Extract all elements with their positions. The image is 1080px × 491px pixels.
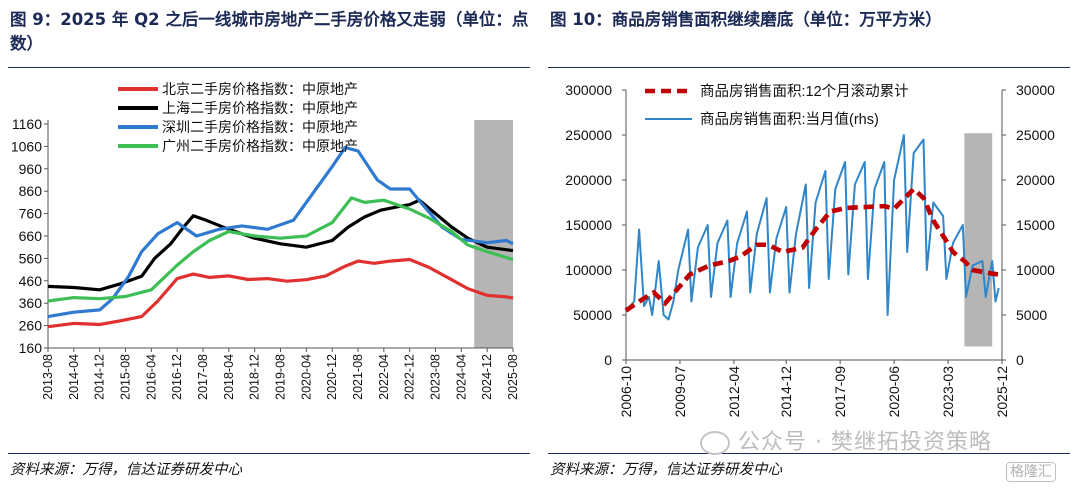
watermark: 公众号 · 樊继拓投资策略	[700, 424, 992, 456]
y-right-tick-label: 5000	[1016, 307, 1047, 323]
left-top-rule	[8, 67, 530, 68]
shaded-region	[474, 120, 513, 348]
y-right-tick-label: 20000	[1016, 172, 1055, 188]
y-right-tick-label: 10000	[1016, 262, 1055, 278]
x-tick-label: 2023-03	[940, 366, 956, 418]
legend-label-guangzhou: 广州二手房价格指数：中原地产	[162, 138, 358, 154]
watermark-text: 公众号 · 樊继拓投资策略	[738, 430, 992, 455]
x-tick-label: 2022-04	[377, 354, 391, 400]
left-line-chart: 160 260 360 460 560 660 760 860 960 1060 1160 2013-…	[11, 81, 520, 400]
y-left-tick-label: 100000	[565, 262, 612, 278]
x-tick-label: 2015-08	[119, 354, 133, 400]
wechat-icon	[700, 431, 730, 455]
series-line-guangzhou	[47, 196, 514, 303]
x-tick-label: 2023-08	[429, 354, 443, 400]
y-tick-label: 960	[19, 161, 43, 177]
series-line-shenzhen	[47, 145, 514, 319]
y-left-tick-label: 150000	[565, 217, 612, 233]
x-tick-label: 2020-04	[299, 354, 313, 400]
y-left-tick-label: 250000	[565, 127, 612, 143]
right-source-note: 资料来源：万得，信达证券研发中心	[550, 462, 782, 478]
y-left-tick-label: 200000	[565, 172, 612, 188]
left-chart-panel: 图 9：2025 年 Q2 之后一线城市房地产二手房价格又走弱（单位：点数） 1…	[8, 10, 530, 478]
x-tick-label: 2014-12	[93, 354, 107, 400]
x-tick-label: 2018-12	[248, 354, 262, 400]
x-tick-label: 2024-12	[480, 354, 494, 400]
y-right-tick-label: 25000	[1016, 127, 1055, 143]
x-tick-label: 2021-08	[351, 354, 365, 400]
right-top-rule	[548, 67, 1070, 68]
x-tick-label: 2018-04	[222, 354, 236, 400]
y-left-tick-label: 50000	[573, 307, 612, 323]
brand-logo-text: 格隆汇	[1010, 464, 1052, 480]
y-tick-label: 360	[19, 295, 43, 311]
legend-label-monthly: 商品房销售面积:当月值(rhs)	[700, 111, 879, 128]
right-bottom-rule	[548, 453, 1070, 454]
x-tick-label: 2022-12	[403, 354, 417, 400]
x-tick-label: 2013-08	[41, 354, 55, 400]
left-chart-title: 图 9：2025 年 Q2 之后一线城市房地产二手房价格又走弱（单位：点数）	[10, 10, 529, 53]
x-tick-label: 2025-12	[994, 366, 1010, 418]
brand-logo: 格隆汇	[1006, 462, 1056, 482]
y-left-tick-label: 300000	[565, 82, 612, 98]
y-tick-label: 460	[19, 273, 43, 289]
y-tick-label: 760	[19, 206, 43, 222]
x-tick-label: 2014-04	[67, 354, 81, 400]
y-tick-label: 660	[19, 228, 43, 244]
legend-label-shenzhen: 深圳二手房价格指数：中原地产	[162, 119, 358, 135]
legend-label-rolling: 商品房销售面积:12个月滚动累计	[700, 83, 909, 100]
legend-label-beijing: 北京二手房价格指数：中原地产	[162, 81, 358, 97]
x-tick-label: 2006-10	[618, 366, 634, 418]
x-tick-label: 2017-08	[196, 354, 210, 400]
y-tick-label: 160	[19, 340, 43, 356]
y-tick-label: 260	[19, 318, 43, 334]
y-right-tick-label: 0	[1016, 352, 1024, 368]
y-tick-label: 860	[19, 183, 43, 199]
left-bottom-rule	[8, 453, 530, 454]
series-line-beijing	[47, 257, 514, 329]
y-tick-label: 560	[19, 250, 43, 266]
series-line-monthly	[625, 134, 1000, 321]
right-chart-title: 图 10：商品房销售面积继续磨底（单位：万平方米）	[550, 10, 942, 29]
x-tick-label: 2016-04	[144, 354, 158, 400]
x-tick-label: 2009-07	[672, 366, 688, 418]
series-line-rolling-top	[624, 185, 1000, 313]
y-tick-label: 1160	[12, 116, 42, 132]
series-line-shanghai	[47, 198, 514, 292]
x-tick-label: 2025-08	[506, 354, 520, 400]
x-tick-label: 2017-09	[832, 366, 848, 418]
x-tick-label: 2016-12	[170, 354, 184, 400]
shaded-region	[964, 133, 993, 347]
x-tick-label: 2020-06	[886, 366, 902, 418]
x-tick-label: 2012-04	[726, 366, 742, 418]
x-tick-label: 2024-04	[454, 354, 468, 400]
right-line-chart: 0 50000 100000 150000 200000 250000 300000 0 500…	[565, 82, 1055, 418]
x-tick-label: 2014-12	[778, 366, 794, 418]
left-source-note: 资料来源：万得，信达证券研发中心	[10, 462, 242, 478]
legend-label-shanghai: 上海二手房价格指数：中原地产	[162, 100, 358, 116]
y-tick-label: 1060	[11, 138, 42, 154]
x-tick-label: 2019-08	[274, 354, 288, 400]
y-right-tick-label: 30000	[1016, 82, 1055, 98]
y-right-tick-label: 15000	[1016, 217, 1055, 233]
right-chart-panel: 图 10：商品房销售面积继续磨底（单位：万平方米） 0 50000 100000 15…	[540, 0, 1080, 491]
x-tick-label: 2020-12	[325, 354, 339, 400]
y-left-tick-label: 0	[604, 352, 612, 368]
